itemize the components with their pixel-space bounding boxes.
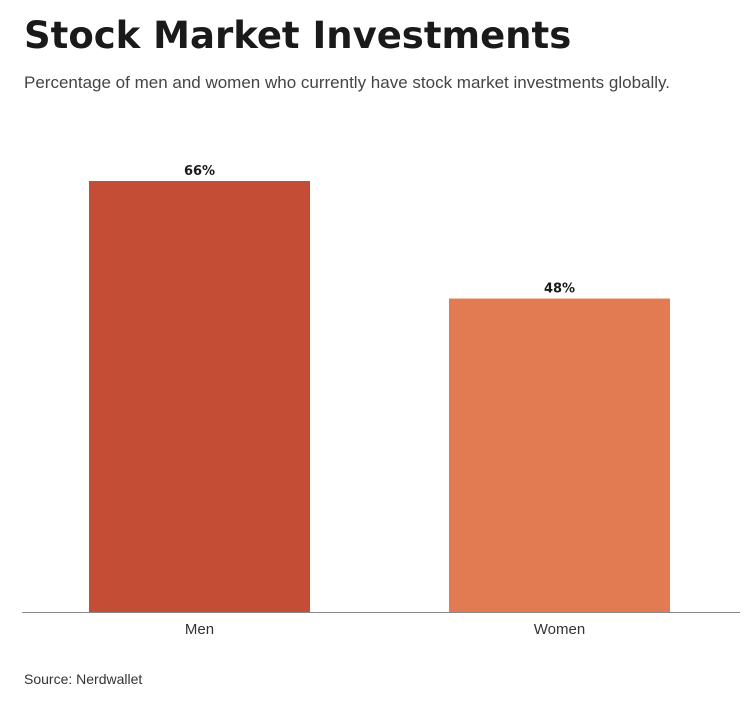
data-label-women: 48% [544, 282, 575, 297]
bars-layer: 66% Men 48% Women [89, 164, 670, 638]
source-note: Source: Nerdwallet [24, 671, 143, 687]
data-label-men: 66% [184, 164, 215, 179]
x-tick-label-men: Men [185, 621, 214, 638]
x-tick-label-women: Women [534, 621, 585, 638]
chart-subtitle: Percentage of men and women who currentl… [24, 73, 670, 92]
chart-title: Stock Market Investments [24, 14, 572, 57]
bar-men [89, 181, 310, 612]
bar-women [449, 298, 670, 612]
